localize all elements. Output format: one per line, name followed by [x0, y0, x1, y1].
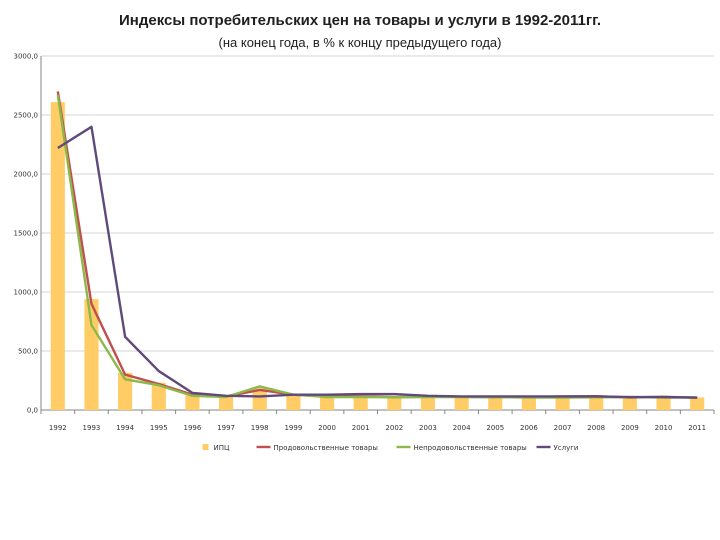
tick-labels: 0,0 500,0 1000,0 1500,0 2000,0 2500,0 3000,0 19… — [14, 53, 707, 433]
bar-2007 — [555, 396, 570, 410]
bar-2002 — [387, 396, 402, 410]
lines — [56, 91, 698, 399]
bar-1993 — [84, 299, 99, 410]
x-tick-label: 2007 — [554, 424, 572, 432]
legend-item: ИПЦ — [202, 444, 231, 452]
chart-title: Индексы потребительских цен на товары и … — [119, 12, 601, 29]
axes — [40, 56, 715, 414]
y-tick-label: 2500,0 — [14, 112, 39, 120]
bars — [50, 102, 705, 410]
x-tick-label: 2011 — [688, 424, 706, 432]
x-tick-label: 2005 — [486, 424, 504, 432]
x-tick-label: 2010 — [655, 424, 673, 432]
bar-2011 — [690, 397, 705, 410]
x-tick-label: 2001 — [352, 424, 370, 432]
legend-label: Услуги — [554, 444, 579, 452]
bar-1997 — [219, 396, 234, 410]
legend-item: Непродовольственные товары — [396, 444, 527, 452]
series-line-0 — [56, 91, 698, 399]
series-line-2 — [57, 125, 698, 399]
chart-subtitle: (на конец года, в % к концу предыдущего … — [218, 35, 502, 50]
x-tick-label: 1993 — [83, 424, 101, 432]
gridlines — [41, 55, 714, 352]
x-tick-label: 2006 — [520, 424, 538, 432]
x-tick-label: 1997 — [217, 424, 235, 432]
bar-1999 — [286, 393, 301, 410]
bar-1992 — [50, 102, 65, 410]
x-tick-label: 1996 — [184, 424, 202, 432]
y-tick-label: 2000,0 — [14, 171, 39, 179]
bar-2006 — [521, 397, 536, 410]
y-tick-label: 1500,0 — [14, 230, 39, 238]
bar-2001 — [353, 395, 368, 410]
y-tick-label: 500,0 — [18, 348, 38, 356]
x-tick-label: 1995 — [150, 424, 168, 432]
legend-label: ИПЦ — [214, 444, 231, 452]
bar-1998 — [252, 388, 267, 410]
bar-2004 — [454, 396, 469, 410]
legend-item: Продовольственные товары — [256, 444, 378, 452]
series-line-1 — [56, 94, 698, 399]
legend-label: Продовольственные товары — [274, 444, 378, 452]
bar-1996 — [185, 395, 200, 410]
x-tick-label: 2002 — [385, 424, 403, 432]
bar-2005 — [488, 396, 503, 410]
y-tick-label: 1000,0 — [14, 289, 39, 297]
bar-2003 — [420, 396, 436, 410]
bar-2008 — [589, 396, 604, 410]
legend-swatch — [202, 444, 209, 450]
bar-1995 — [151, 382, 166, 410]
bar-2000 — [319, 395, 335, 410]
legend: ИПЦ Продовольственные товары Непродовольст… — [202, 444, 579, 452]
bar-2010 — [656, 397, 671, 410]
legend-item: Услуги — [536, 444, 579, 452]
x-tick-label: 1994 — [116, 424, 134, 432]
x-tick-label: 1992 — [49, 424, 67, 432]
x-tick-label: 2004 — [453, 424, 471, 432]
bar-1994 — [118, 372, 133, 410]
x-tick-label: 2000 — [318, 424, 336, 432]
bar-2009 — [622, 397, 637, 410]
x-tick-label: 2009 — [621, 424, 639, 432]
x-tick-label: 1998 — [251, 424, 269, 432]
x-tick-label: 2008 — [587, 424, 605, 432]
y-tick-label: 0,0 — [27, 407, 38, 415]
legend-label: Непродовольственные товары — [414, 444, 527, 452]
y-tick-label: 3000,0 — [14, 53, 39, 61]
x-tick-label: 1999 — [284, 424, 302, 432]
x-tick-label: 2003 — [419, 424, 437, 432]
